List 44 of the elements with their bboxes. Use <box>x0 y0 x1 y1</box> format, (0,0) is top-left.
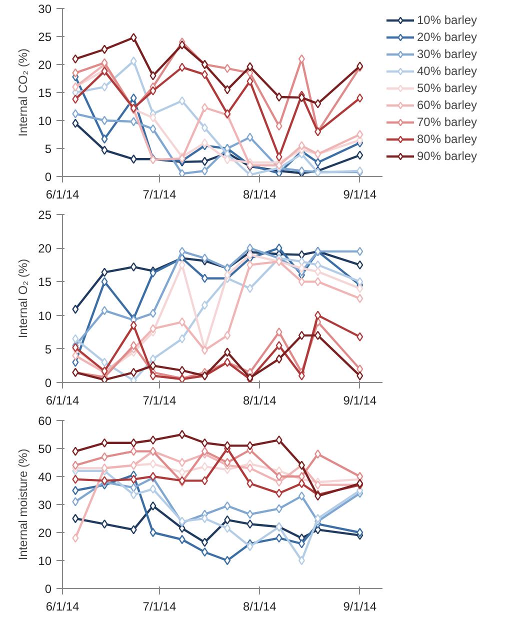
y-axis-title: Internal CO₂ (%) <box>16 48 30 137</box>
y-tick-label: 5 <box>44 142 52 156</box>
legend-label: 70% barley <box>417 114 478 130</box>
y-tick-label: 10 <box>38 114 52 128</box>
legend-label: 10% barley <box>417 12 478 28</box>
y-axis-title: Internal moisture (%) <box>16 448 30 560</box>
legend-label: 20% barley <box>417 29 478 45</box>
y-tick-label: 30 <box>38 498 52 512</box>
legend-label: 80% barley <box>417 131 478 147</box>
legend-label: 50% barley <box>417 80 478 96</box>
x-tick-label: 8/1/14 <box>242 394 277 408</box>
x-tick-label: 7/1/14 <box>142 394 176 408</box>
legend-label: 30% barley <box>417 46 478 62</box>
x-tick-label: 9/1/14 <box>343 600 377 614</box>
y-tick-label: 20 <box>38 526 52 540</box>
x-tick-label: 7/1/14 <box>142 188 176 202</box>
y-tick-label: 20 <box>38 58 52 72</box>
x-tick-label: 9/1/14 <box>343 394 377 408</box>
x-tick-label: 8/1/14 <box>242 600 277 614</box>
y-tick-label: 10 <box>38 308 52 323</box>
x-tick-label: 6/1/14 <box>46 188 80 202</box>
y-tick-label: 5 <box>44 342 52 356</box>
y-tick-label: 0 <box>44 170 52 184</box>
y-tick-label: 30 <box>38 2 52 16</box>
y-tick-label: 0 <box>44 376 52 390</box>
x-tick-label: 6/1/14 <box>46 600 80 614</box>
y-tick-label: 25 <box>38 208 52 222</box>
y-tick-label: 0 <box>44 582 52 596</box>
y-tick-label: 60 <box>38 414 52 428</box>
y-axis-title: Internal O₂ (%) <box>16 258 30 338</box>
legend-label: 40% barley <box>417 63 478 79</box>
x-tick-label: 6/1/14 <box>46 394 80 408</box>
x-tick-label: 7/1/14 <box>142 600 176 614</box>
legend-label: 90% barley <box>417 148 478 164</box>
y-tick-label: 50 <box>38 442 52 456</box>
legend-label: 60% barley <box>417 97 478 113</box>
y-tick-label: 15 <box>38 86 52 100</box>
y-tick-label: 40 <box>38 470 52 484</box>
y-tick-label: 20 <box>38 242 52 256</box>
x-tick-label: 9/1/14 <box>343 188 377 202</box>
x-tick-label: 8/1/14 <box>242 188 277 202</box>
y-tick-label: 15 <box>38 275 52 290</box>
y-tick-label: 25 <box>38 30 52 44</box>
y-tick-label: 10 <box>38 554 52 568</box>
